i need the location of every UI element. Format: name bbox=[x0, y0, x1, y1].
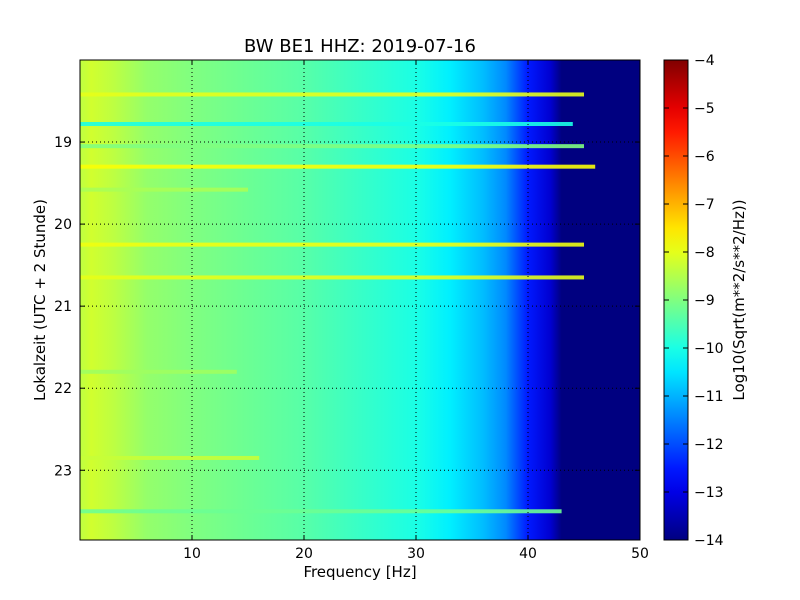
chart-title: BW BE1 HHZ: 2019-07-16 bbox=[244, 36, 476, 57]
colorbar-tick-label: −14 bbox=[694, 533, 724, 549]
colorbar-tick-label: −9 bbox=[694, 293, 715, 309]
colorbar-tick-label: −12 bbox=[694, 437, 724, 453]
colorbar-tick-label: −7 bbox=[694, 197, 715, 213]
colorbar-tick-label: −6 bbox=[694, 149, 715, 165]
spectrogram-band bbox=[80, 509, 562, 514]
colorbar-tick-label: −13 bbox=[694, 485, 724, 501]
y-tick-label: 20 bbox=[54, 217, 72, 233]
x-axis-label: Frequency [Hz] bbox=[303, 563, 416, 581]
spectrogram-band bbox=[80, 164, 596, 169]
colorbar-tick-label: −8 bbox=[694, 245, 715, 261]
spectrogram-band bbox=[80, 144, 584, 149]
colorbar-tick-label: −4 bbox=[694, 53, 715, 69]
x-tick-label: 30 bbox=[407, 546, 425, 562]
y-axis-ticks: 19 20 21 22 23 bbox=[54, 135, 640, 479]
colorbar-tick-label: −5 bbox=[694, 101, 715, 117]
colorbar: −4 −5 −6 −7 −8 −9 −10 −11 −12 −13 −14 Log10(Sqrt(m… bbox=[663, 53, 748, 549]
spectrogram-band bbox=[80, 92, 584, 97]
y-axis-label: Lokalzeit (UTC + 2 Stunde) bbox=[31, 199, 49, 401]
y-tick-label: 23 bbox=[54, 463, 72, 479]
spectrogram-band bbox=[80, 187, 248, 192]
spectrogram-band bbox=[80, 369, 237, 374]
grid-lines bbox=[80, 60, 640, 540]
spectrogram-band bbox=[80, 122, 573, 126]
x-axis-ticks: 10 20 30 40 50 bbox=[183, 60, 649, 562]
colorbar-ticks: −4 −5 −6 −7 −8 −9 −10 −11 −12 −13 −14 bbox=[664, 53, 724, 549]
spectrogram-plot-area bbox=[80, 60, 640, 540]
x-tick-label: 20 bbox=[295, 546, 313, 562]
spectrogram-band bbox=[80, 242, 584, 247]
y-tick-label: 19 bbox=[54, 135, 72, 151]
x-tick-label: 50 bbox=[631, 546, 649, 562]
spectrogram-bands bbox=[80, 92, 596, 514]
x-tick-label: 10 bbox=[183, 546, 201, 562]
y-tick-label: 22 bbox=[54, 381, 72, 397]
spectrogram-band bbox=[80, 275, 584, 280]
x-tick-label: 40 bbox=[519, 546, 537, 562]
colorbar-tick-label: −10 bbox=[694, 341, 724, 357]
plot-frame bbox=[79, 59, 641, 541]
y-tick-label: 21 bbox=[54, 299, 72, 315]
spectrogram-band bbox=[80, 455, 260, 460]
colorbar-label: Log10(Sqrt(m**2/s**2/Hz)) bbox=[730, 199, 748, 400]
spectrogram-background bbox=[80, 60, 640, 540]
colorbar-tick-label: −11 bbox=[694, 389, 724, 405]
